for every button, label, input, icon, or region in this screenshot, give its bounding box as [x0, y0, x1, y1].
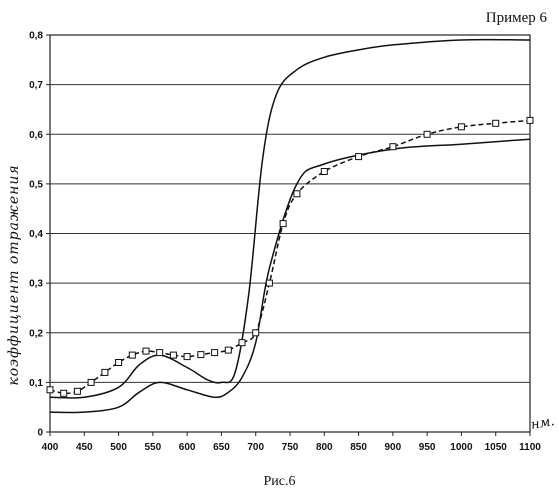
series-3-marker	[74, 388, 80, 394]
x-tick-label: 600	[179, 442, 196, 453]
series-3-marker	[47, 387, 53, 393]
reflectance-chart: 0 0,1 0,2 0,3 0,4 0,5 0,6 0,7 0,8 400 450 500 550 60…	[0, 0, 559, 470]
series-3-marker	[129, 352, 135, 358]
series-3-marker	[321, 169, 327, 175]
x-tick-label: 950	[419, 442, 436, 453]
series-3-marker	[280, 221, 286, 227]
x-tick-label: 900	[385, 442, 402, 453]
y-tick-label: 0,4	[29, 229, 43, 240]
x-tick-label: 550	[145, 442, 162, 453]
series-3-marker	[424, 131, 430, 137]
series-3-marker	[88, 379, 94, 385]
series-3-marker	[212, 350, 218, 356]
x-tick-label: 500	[110, 442, 127, 453]
x-tick-label: 700	[247, 442, 264, 453]
series-3-marker	[527, 117, 533, 123]
series-3-marker	[143, 348, 149, 354]
series-3-marker	[356, 154, 362, 160]
series-3-marker	[116, 360, 122, 366]
y-tick-labels: 0 0,1 0,2 0,3 0,4 0,5 0,6 0,7 0,8	[29, 31, 43, 439]
series-3-marker	[239, 340, 245, 346]
series-3-marker	[198, 352, 204, 358]
y-tick-label: 0,8	[29, 31, 43, 42]
x-tick-label: 1100	[519, 442, 541, 453]
x-tick-label: 1000	[450, 442, 473, 453]
series-3-marker	[253, 330, 259, 336]
x-tick-label: 750	[282, 442, 299, 453]
series-3-marker	[61, 390, 67, 396]
x-tick-label: 850	[350, 442, 367, 453]
x-tick-label: 1050	[485, 442, 508, 453]
y-tick-label: 0,3	[29, 279, 43, 290]
series-3-marker	[266, 280, 272, 286]
series-3-marker	[294, 191, 300, 197]
series-3-marker	[157, 350, 163, 356]
y-tick-label: 0	[37, 428, 43, 439]
y-tick-label: 0,2	[29, 328, 43, 339]
series-3-marker	[170, 352, 176, 358]
x-tick-label: 650	[213, 442, 230, 453]
y-tick-label: 0,7	[29, 80, 43, 91]
x-tick-labels: 400 450 500 550 600 650 700 750 800 850 900 950 1000…	[42, 442, 542, 453]
x-tick-label: 450	[76, 442, 93, 453]
series-3-marker	[493, 120, 499, 126]
series-3-marker	[390, 144, 396, 150]
series-3-marker	[458, 124, 464, 130]
y-tick-label: 0,6	[29, 130, 43, 141]
x-tick-label: 400	[42, 442, 59, 453]
x-tick-label: 800	[316, 442, 333, 453]
y-tick-label: 0,1	[29, 378, 43, 389]
series-3-marker	[102, 369, 108, 375]
series-3-marker	[184, 354, 190, 360]
y-tick-label: 0,5	[29, 179, 43, 190]
figure-caption: Рис.6	[0, 474, 559, 490]
series-3-marker	[225, 347, 231, 353]
